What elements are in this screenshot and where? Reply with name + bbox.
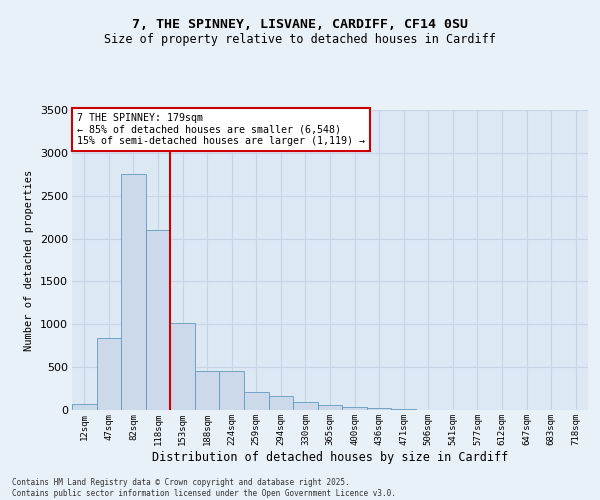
Bar — [342, 408, 367, 410]
Bar — [97, 338, 121, 410]
Text: Size of property relative to detached houses in Cardiff: Size of property relative to detached ho… — [104, 32, 496, 46]
X-axis label: Distribution of detached houses by size in Cardiff: Distribution of detached houses by size … — [152, 450, 508, 464]
Bar — [170, 322, 195, 410]
Bar — [72, 404, 97, 410]
Bar — [146, 230, 170, 410]
Bar — [391, 409, 416, 410]
Text: 7 THE SPINNEY: 179sqm
← 85% of detached houses are smaller (6,548)
15% of semi-d: 7 THE SPINNEY: 179sqm ← 85% of detached … — [77, 113, 365, 146]
Bar — [367, 408, 391, 410]
Bar — [195, 372, 220, 410]
Bar — [269, 396, 293, 410]
Bar — [318, 406, 342, 410]
Text: Contains HM Land Registry data © Crown copyright and database right 2025.
Contai: Contains HM Land Registry data © Crown c… — [12, 478, 396, 498]
Bar — [220, 372, 244, 410]
Bar — [244, 392, 269, 410]
Bar — [121, 174, 146, 410]
Text: 7, THE SPINNEY, LISVANE, CARDIFF, CF14 0SU: 7, THE SPINNEY, LISVANE, CARDIFF, CF14 0… — [132, 18, 468, 30]
Y-axis label: Number of detached properties: Number of detached properties — [24, 170, 34, 350]
Bar — [293, 402, 318, 410]
